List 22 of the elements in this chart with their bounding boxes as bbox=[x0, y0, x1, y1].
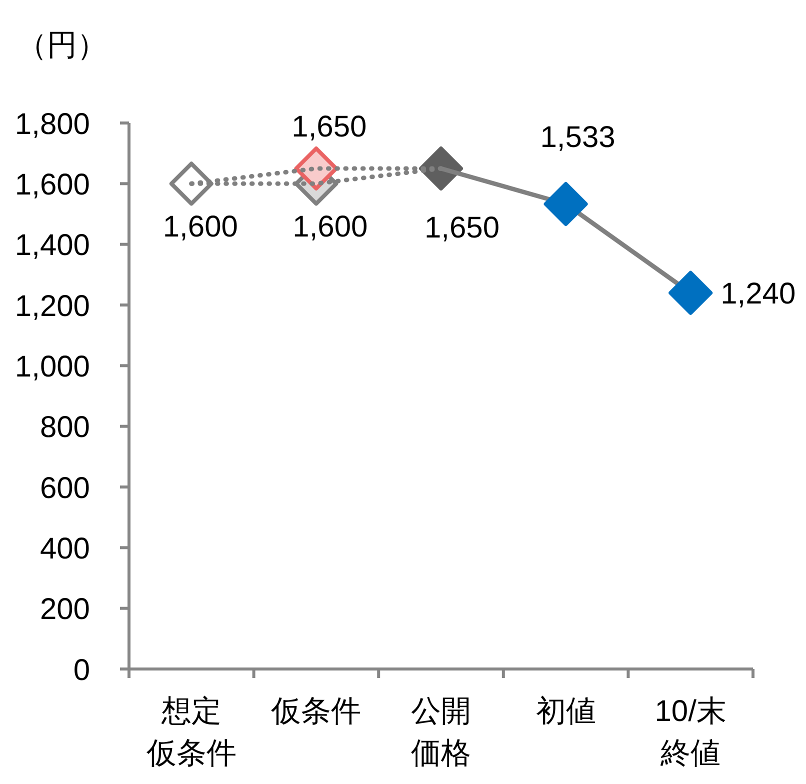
y-tick-label: 600 bbox=[40, 472, 90, 505]
y-tick-label: 400 bbox=[40, 532, 90, 566]
data-label: 1,240 bbox=[720, 278, 796, 311]
y-tick-label: 200 bbox=[40, 593, 90, 626]
x-tick-label: 初値 bbox=[536, 694, 596, 728]
y-tick-label: 800 bbox=[40, 411, 90, 444]
y-tick-label: 0 bbox=[73, 654, 90, 687]
y-tick-label: 1,600 bbox=[14, 168, 90, 202]
x-tick-label: 仮条件 bbox=[270, 694, 362, 728]
data-label: 1,650 bbox=[292, 110, 367, 144]
y-tick-label: 1,400 bbox=[14, 229, 90, 262]
x-tick-label: 想定仮条件 bbox=[145, 694, 236, 770]
data-label: 1,600 bbox=[292, 210, 368, 244]
data-label: 1,650 bbox=[424, 211, 500, 244]
x-tick-label: 公開価格 bbox=[411, 694, 471, 770]
y-axis-title: （円） bbox=[17, 28, 107, 62]
data-label: 1,600 bbox=[162, 210, 238, 244]
x-tick-label: 10/末終値 bbox=[654, 694, 726, 770]
data-label: 1,533 bbox=[540, 120, 616, 154]
y-tick-label: 1,200 bbox=[14, 290, 90, 323]
y-tick-label: 1,800 bbox=[14, 108, 90, 141]
y-tick-label: 1,000 bbox=[14, 350, 90, 384]
